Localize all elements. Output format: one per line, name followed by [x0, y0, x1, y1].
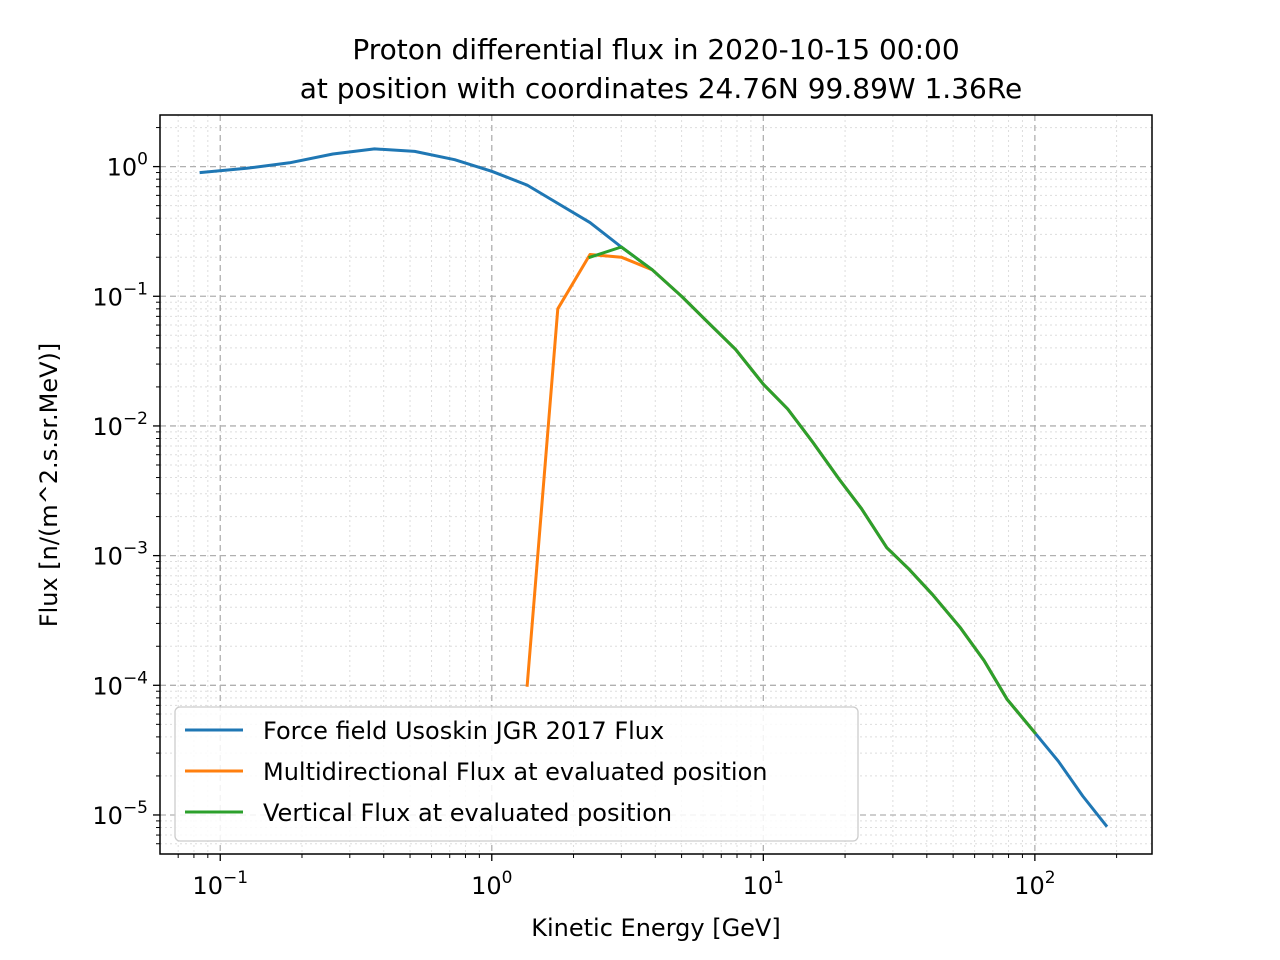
chart-title: Proton differential flux in 2020-10-15 0…	[352, 33, 959, 66]
y-tick-label-base: 10	[107, 154, 138, 182]
legend-label: Multidirectional Flux at evaluated posit…	[263, 758, 767, 786]
y-tick-label-exponent: −3	[123, 539, 148, 559]
y-tick-label: 10−4	[92, 668, 148, 700]
legend-box	[174, 706, 859, 842]
y-tick-label-exponent: 0	[137, 150, 148, 170]
x-tick-label: 102	[1014, 868, 1055, 900]
x-tick-label-exponent: 0	[502, 868, 513, 888]
legend-label: Force field Usoskin JGR 2017 Flux	[263, 717, 664, 745]
x-tick-label-exponent: 2	[1045, 868, 1056, 888]
y-tick-label: 100	[107, 150, 148, 182]
y-tick-label: 10−2	[92, 409, 148, 441]
x-tick-label-base: 10	[743, 872, 774, 900]
y-tick-label-base: 10	[92, 283, 123, 311]
y-tick-label: 10−5	[92, 798, 148, 830]
x-tick-label-exponent: −1	[223, 868, 248, 888]
x-tick-label: 10−1	[192, 868, 248, 900]
legend-label: Vertical Flux at evaluated position	[263, 799, 672, 827]
x-tick-label-exponent: 1	[773, 868, 784, 888]
x-tick-label: 101	[743, 868, 784, 900]
y-tick-label-base: 10	[92, 802, 123, 830]
y-tick-label-exponent: −2	[123, 409, 148, 429]
x-axis-label: Kinetic Energy [GeV]	[531, 914, 780, 942]
y-tick-label-base: 10	[92, 672, 123, 700]
y-tick-label-exponent: −1	[123, 279, 148, 299]
plot-frame	[159, 114, 1153, 855]
series-layer	[199, 147, 1109, 828]
x-tick-label: 100	[471, 868, 512, 900]
x-axis-ticks: 10−1 100 101 102	[177, 854, 1118, 900]
y-axis-label: Flux [n/(m^2.s.sr.MeV)]	[35, 343, 63, 627]
y-tick-label-exponent: −5	[123, 798, 148, 818]
x-tick-label-base: 10	[192, 872, 223, 900]
y-tick-label: 10−3	[92, 539, 148, 571]
x-tick-label-base: 10	[471, 872, 502, 900]
y-tick-label-base: 10	[92, 543, 123, 571]
y-tick-label-base: 10	[92, 413, 123, 441]
chart-subtitle: at position with coordinates 24.76N 99.8…	[300, 72, 1023, 105]
y-tick-label: 10−1	[92, 279, 148, 311]
series-line-3	[588, 245, 1038, 735]
x-tick-label-base: 10	[1014, 872, 1045, 900]
y-tick-label-exponent: −4	[123, 668, 148, 688]
legend: Force field Usoskin JGR 2017 Flux Multidi…	[174, 706, 859, 842]
